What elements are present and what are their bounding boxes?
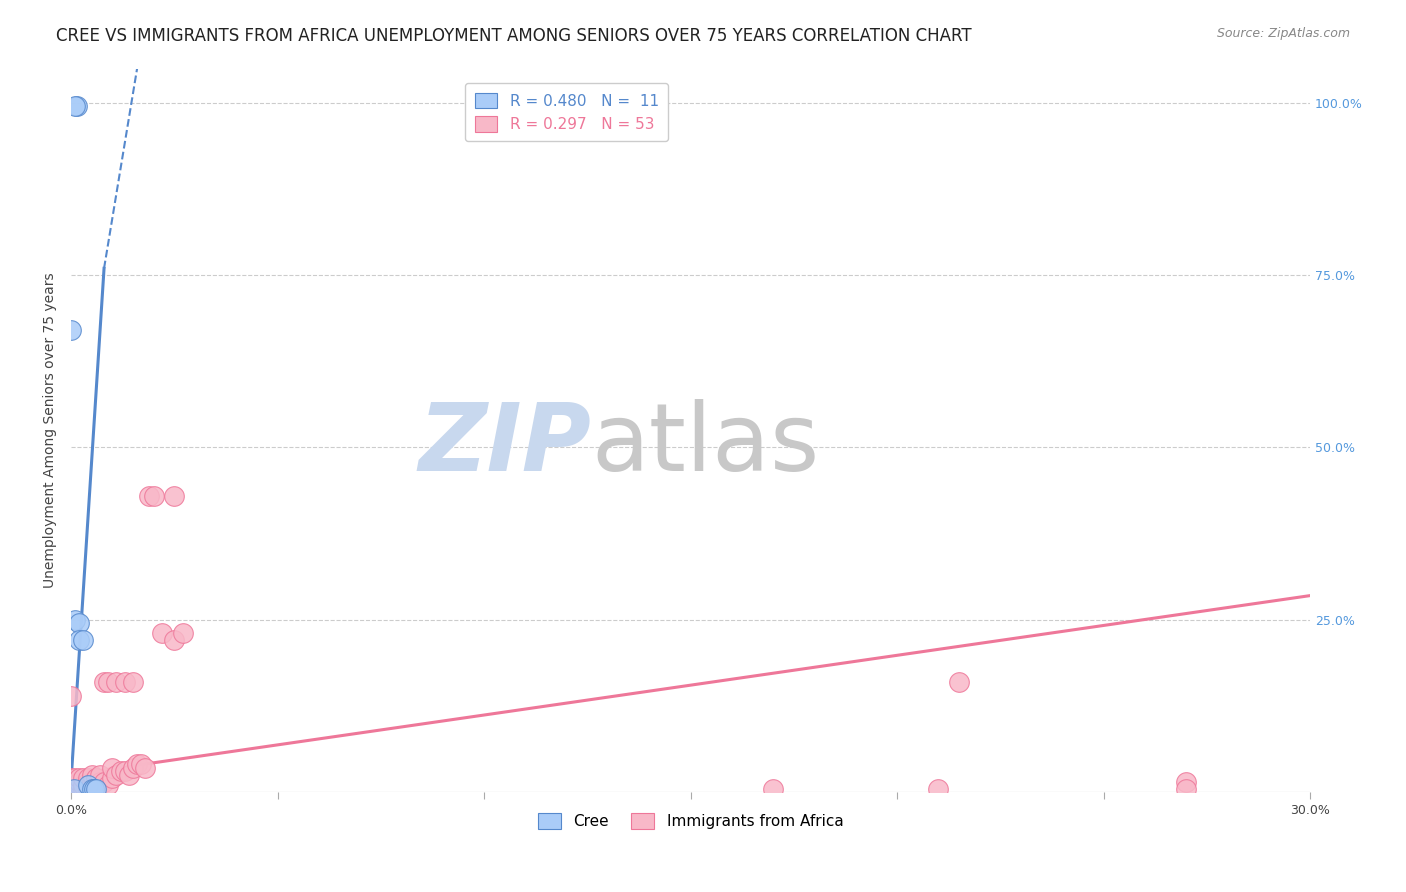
Point	[67, 633, 90, 648]
Point	[927, 781, 949, 796]
Point	[72, 778, 94, 792]
Point	[118, 768, 141, 782]
Point	[76, 774, 98, 789]
Point	[163, 489, 186, 503]
Point	[63, 99, 86, 113]
Point	[76, 778, 98, 792]
Point	[122, 674, 145, 689]
Point	[63, 613, 86, 627]
Point	[67, 774, 90, 789]
Point	[1175, 781, 1198, 796]
Point	[134, 761, 156, 775]
Point	[67, 771, 90, 785]
Point	[138, 489, 160, 503]
Point	[60, 323, 83, 337]
Point	[114, 674, 136, 689]
Point	[89, 768, 111, 782]
Point	[63, 781, 86, 796]
Legend: Cree, Immigrants from Africa: Cree, Immigrants from Africa	[531, 806, 849, 835]
Point	[89, 774, 111, 789]
Point	[101, 761, 124, 775]
Point	[63, 778, 86, 792]
Point	[163, 633, 186, 648]
Point	[80, 781, 103, 796]
Text: ZIP: ZIP	[419, 399, 592, 491]
Point	[762, 781, 785, 796]
Point	[60, 689, 83, 703]
Point	[76, 781, 98, 796]
Point	[72, 781, 94, 796]
Point	[60, 781, 83, 796]
Point	[114, 764, 136, 779]
Point	[129, 757, 152, 772]
Point	[84, 778, 107, 792]
Point	[122, 761, 145, 775]
Point	[105, 674, 128, 689]
Text: atlas: atlas	[592, 399, 820, 491]
Point	[110, 764, 132, 779]
Point	[76, 771, 98, 785]
Point	[60, 778, 83, 792]
Point	[101, 771, 124, 785]
Point	[1175, 774, 1198, 789]
Text: Source: ZipAtlas.com: Source: ZipAtlas.com	[1216, 27, 1350, 40]
Point	[127, 757, 149, 772]
Point	[66, 99, 89, 113]
Y-axis label: Unemployment Among Seniors over 75 years: Unemployment Among Seniors over 75 years	[44, 272, 58, 588]
Point	[63, 781, 86, 796]
Point	[63, 774, 86, 789]
Point	[80, 778, 103, 792]
Text: CREE VS IMMIGRANTS FROM AFRICA UNEMPLOYMENT AMONG SENIORS OVER 75 YEARS CORRELAT: CREE VS IMMIGRANTS FROM AFRICA UNEMPLOYM…	[56, 27, 972, 45]
Point	[93, 774, 115, 789]
Point	[83, 781, 105, 796]
Point	[93, 674, 115, 689]
Point	[84, 771, 107, 785]
Point	[84, 781, 107, 796]
Point	[67, 616, 90, 631]
Point	[948, 674, 970, 689]
Point	[63, 771, 86, 785]
Point	[172, 626, 194, 640]
Point	[80, 768, 103, 782]
Point	[72, 771, 94, 785]
Point	[72, 633, 94, 648]
Point	[60, 771, 83, 785]
Point	[67, 781, 90, 796]
Point	[97, 674, 120, 689]
Point	[80, 774, 103, 789]
Point	[97, 778, 120, 792]
Point	[142, 489, 165, 503]
Point	[67, 778, 90, 792]
Point	[105, 768, 128, 782]
Point	[150, 626, 173, 640]
